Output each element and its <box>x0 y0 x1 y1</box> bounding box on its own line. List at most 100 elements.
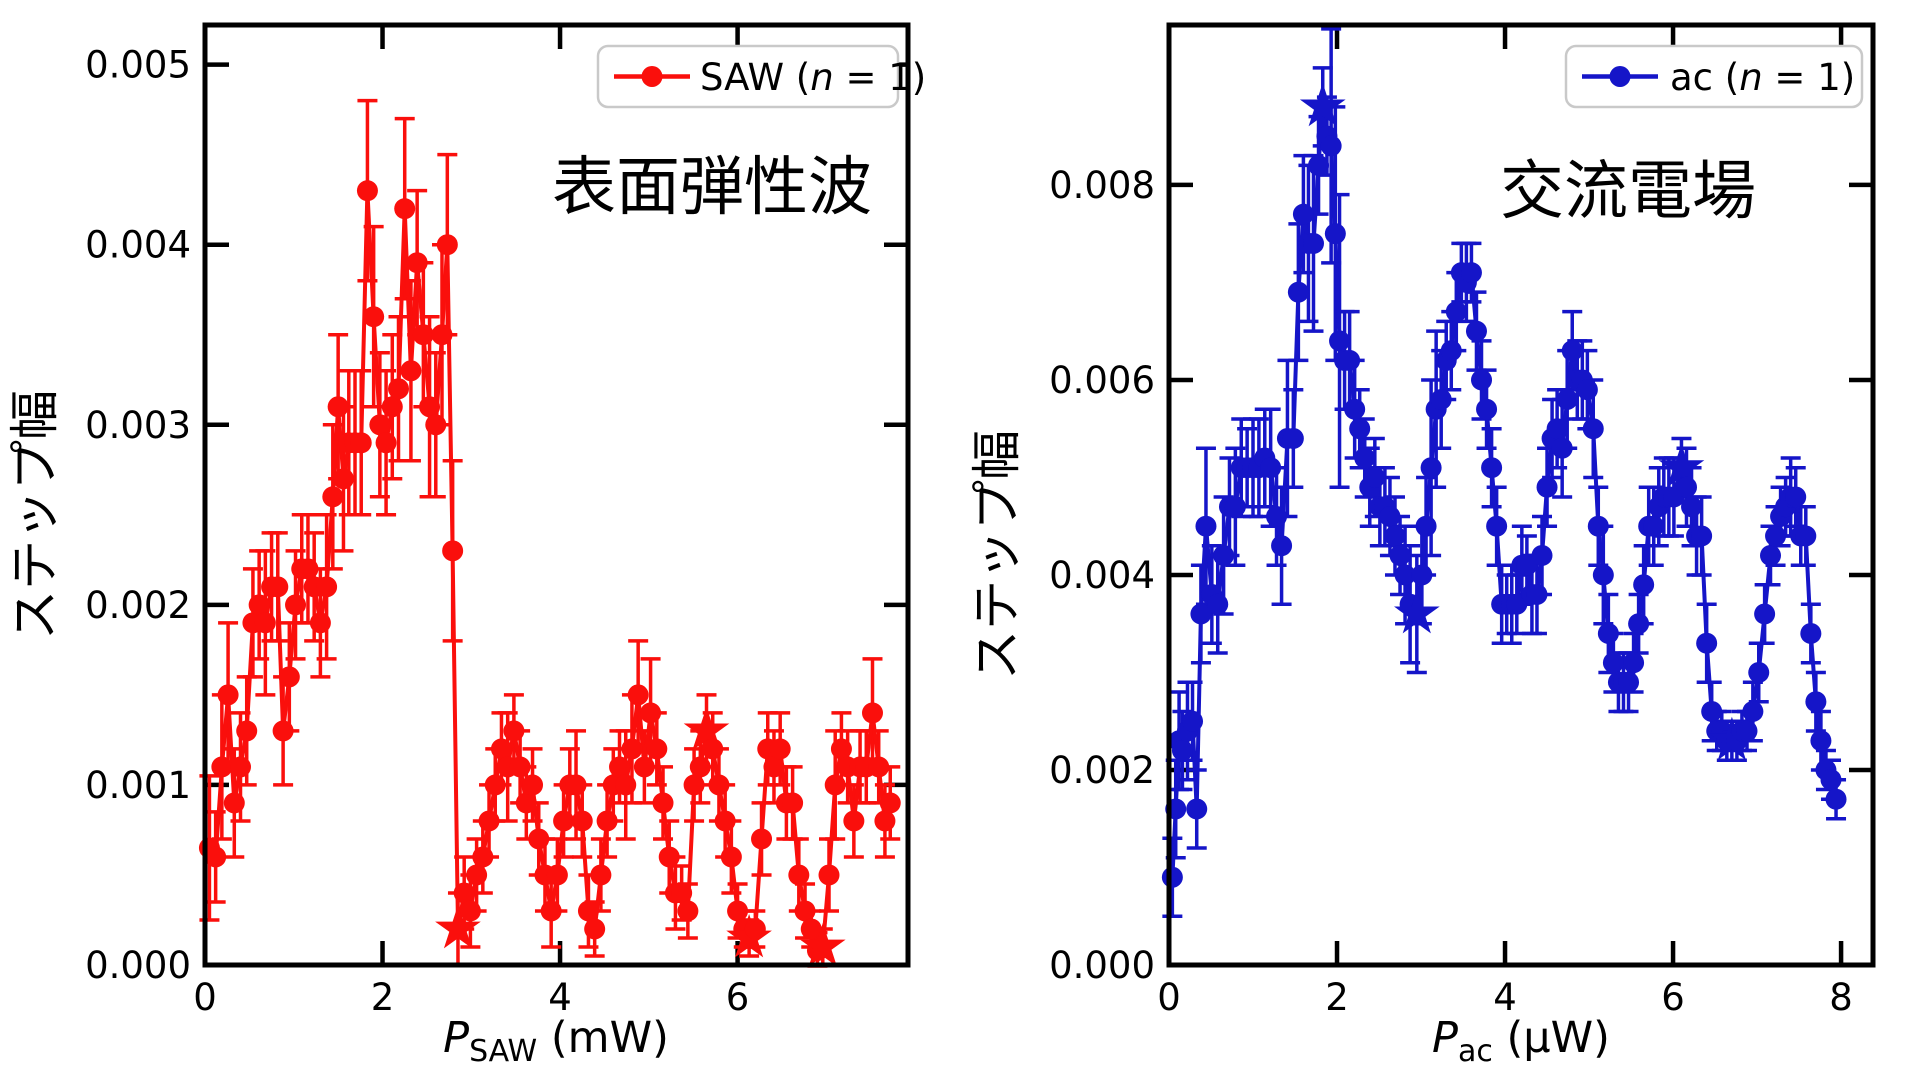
data-point <box>1696 632 1718 654</box>
data-point <box>565 774 587 796</box>
data-point <box>1207 593 1229 615</box>
data-point <box>363 306 385 328</box>
data-point <box>394 198 416 220</box>
data-point <box>1546 418 1568 440</box>
data-point <box>818 864 840 886</box>
y-tick-label: 0.005 <box>85 44 191 87</box>
data-point <box>1561 340 1583 362</box>
x-tick-label: 8 <box>1829 976 1853 1019</box>
data-point <box>1551 437 1573 459</box>
data-point <box>522 774 544 796</box>
data-point <box>1213 544 1235 566</box>
data-point <box>459 900 481 922</box>
y-tick-label: 0.004 <box>1049 554 1155 597</box>
data-point <box>540 900 562 922</box>
data-point <box>350 432 372 454</box>
y-tick-label: 0.000 <box>85 944 191 987</box>
data-point <box>1691 525 1713 547</box>
data-point <box>1754 603 1776 625</box>
data-point <box>1460 262 1482 284</box>
data-point <box>596 810 618 832</box>
legend-ac: ac (n = 1) <box>1564 44 1864 109</box>
legend-marker-ac <box>1609 66 1631 87</box>
data-point <box>1224 496 1246 518</box>
data-point <box>1597 622 1619 644</box>
data-point <box>1633 574 1655 596</box>
data-point <box>714 810 736 832</box>
data-point <box>1282 427 1304 449</box>
data-point <box>515 792 537 814</box>
data-point <box>800 918 822 940</box>
data-point <box>1430 388 1452 410</box>
data-point <box>627 684 649 706</box>
data-point <box>744 918 766 940</box>
data-point <box>1795 525 1817 547</box>
data-point <box>1195 515 1217 537</box>
star-marker <box>1394 590 1440 634</box>
data-point <box>1760 544 1782 566</box>
data-point <box>272 720 294 742</box>
x-tick-label: 2 <box>1325 976 1349 1019</box>
data-point <box>484 774 506 796</box>
data-point <box>478 810 500 832</box>
data-point <box>1308 154 1330 176</box>
x-axis-label-ac: Pac (μW) <box>1432 1013 1610 1069</box>
chart-ac: 0 2 4 6 8 0.000 0.002 0.004 0.006 0.008 ステップ幅 Pac… <box>968 22 1876 1069</box>
data-point <box>1748 661 1770 683</box>
x-tick-label: 6 <box>1661 976 1685 1019</box>
data-point <box>1349 418 1371 440</box>
data-point <box>830 738 852 760</box>
data-point <box>509 756 531 778</box>
data-point <box>1675 476 1697 498</box>
data-point <box>1486 515 1508 537</box>
data-point <box>1415 515 1437 537</box>
data-point <box>1536 476 1558 498</box>
data-point <box>1592 564 1614 586</box>
data-point <box>1182 710 1204 732</box>
y-tick-label: 0.003 <box>85 404 191 447</box>
star-marker <box>1299 82 1346 127</box>
data-point <box>658 846 680 868</box>
legend-label-saw: SAW (n = 1) <box>700 56 926 99</box>
star-marker <box>800 923 846 967</box>
data-point <box>1266 505 1288 527</box>
data-point <box>1531 544 1553 566</box>
data-point <box>327 396 349 418</box>
data-point <box>1736 720 1758 742</box>
data-point <box>1161 866 1183 888</box>
data-point <box>431 324 453 346</box>
chart-saw: 0 2 4 6 0.000 0.001 0.002 0.003 0.004 0.005 ステップ幅… <box>6 22 926 1069</box>
data-point <box>1742 700 1764 722</box>
data-point <box>1271 535 1293 557</box>
data-point <box>1339 349 1361 371</box>
legend-box-saw <box>596 44 900 109</box>
data-point <box>1389 544 1411 566</box>
x-tick-label: 2 <box>371 976 395 1019</box>
data-point <box>453 882 475 904</box>
data-point <box>1324 223 1346 245</box>
data-point <box>1526 583 1548 605</box>
data-point <box>1506 593 1528 615</box>
data-point <box>472 846 494 868</box>
data-point <box>490 738 512 760</box>
data-point <box>769 738 791 760</box>
data-point <box>406 252 428 274</box>
data-point <box>1587 515 1609 537</box>
data-point <box>230 756 252 778</box>
data-point <box>1320 135 1342 157</box>
data-point <box>1440 340 1462 362</box>
data-point <box>1420 457 1442 479</box>
data-point <box>584 918 606 940</box>
data-point <box>824 774 846 796</box>
data-point <box>621 738 643 760</box>
data-point <box>1556 388 1578 410</box>
data-point <box>702 738 724 760</box>
data-point <box>1292 203 1314 225</box>
x-tick-label: 0 <box>1157 976 1181 1019</box>
legend-marker-saw <box>641 66 663 87</box>
data-point <box>720 846 742 868</box>
data-point <box>381 396 403 418</box>
data-point <box>683 774 705 796</box>
data-point <box>609 756 631 778</box>
data-point <box>677 900 699 922</box>
